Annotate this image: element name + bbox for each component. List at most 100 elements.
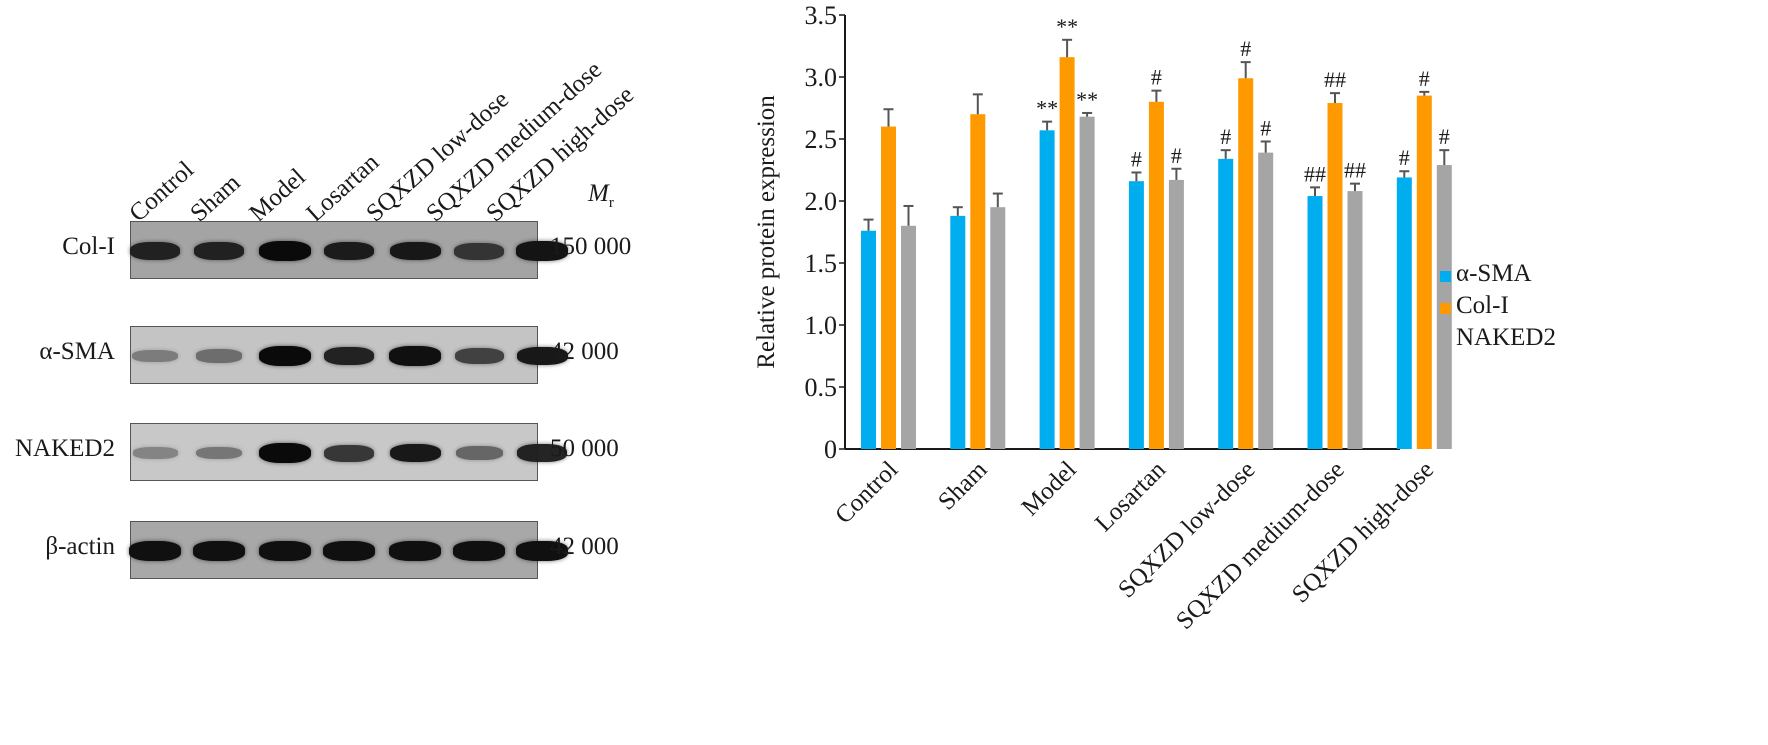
blot-band bbox=[454, 347, 504, 365]
blot-band bbox=[455, 446, 503, 460]
bar bbox=[901, 225, 916, 449]
bar bbox=[990, 207, 1006, 449]
y-tick-label: 2.0 bbox=[805, 187, 838, 216]
bar bbox=[970, 114, 986, 449]
significance-marker: ## bbox=[1344, 158, 1366, 183]
blot-band bbox=[389, 241, 441, 261]
bar bbox=[1168, 179, 1184, 450]
blot-band bbox=[389, 443, 441, 463]
bar bbox=[1148, 101, 1164, 450]
bar bbox=[881, 126, 896, 449]
bar bbox=[1347, 191, 1363, 449]
x-tick-label: Losartan bbox=[1090, 456, 1171, 537]
significance-marker: ## bbox=[1324, 67, 1346, 92]
y-tick-label: 0 bbox=[824, 435, 837, 464]
y-tick-label: 0.5 bbox=[805, 373, 838, 402]
legend-swatch bbox=[1440, 302, 1451, 314]
blot-band bbox=[259, 443, 311, 463]
blot-membrane bbox=[129, 521, 568, 579]
significance-marker: # bbox=[1419, 66, 1430, 91]
blot-band bbox=[196, 446, 242, 460]
blot-band bbox=[454, 242, 504, 260]
significance-marker: # bbox=[1240, 36, 1251, 61]
y-tick-label: 1.0 bbox=[805, 311, 838, 340]
blot-band bbox=[132, 447, 178, 459]
blot-membrane bbox=[130, 326, 568, 384]
molecular-weight-label: 42 000 bbox=[550, 338, 619, 365]
blot-band bbox=[324, 444, 374, 462]
bar bbox=[1039, 130, 1055, 449]
bar bbox=[1079, 116, 1095, 450]
molecular-weight-label: 42 000 bbox=[550, 533, 619, 560]
y-tick-label: 2.5 bbox=[805, 125, 838, 154]
blot-row: β-actin 42 000 bbox=[0, 521, 720, 581]
x-tick-label: Sham bbox=[933, 456, 993, 516]
bar bbox=[1307, 196, 1323, 449]
blot-row: α-SMA 42 000 bbox=[0, 326, 720, 386]
blot-band bbox=[129, 541, 181, 561]
bar bbox=[1416, 95, 1432, 449]
x-tick-label: SQXZD medium-dose bbox=[1171, 456, 1350, 635]
legend-swatch bbox=[1440, 334, 1451, 346]
protein-label: NAKED2 bbox=[15, 435, 115, 462]
molecular-weight-label: 50 000 bbox=[550, 435, 619, 462]
blot-band bbox=[259, 241, 311, 261]
x-tick-label: Model bbox=[1017, 456, 1082, 521]
blot-row: Col-I 150 000 bbox=[0, 221, 720, 281]
protein-label: α-SMA bbox=[39, 338, 115, 365]
legend-item: Col-I bbox=[1440, 290, 1556, 322]
y-tick-label: 1.5 bbox=[805, 249, 838, 278]
legend: α-SMA Col-I NAKED2 bbox=[1440, 258, 1556, 354]
western-blot-panel: Control Sham Model Losartan SQXZD low-dose SQ… bbox=[0, 0, 720, 745]
blot-band bbox=[323, 241, 375, 261]
significance-marker: ** bbox=[1056, 14, 1078, 39]
significance-marker: # bbox=[1151, 65, 1162, 90]
significance-marker: # bbox=[1131, 146, 1142, 171]
blot-band bbox=[453, 541, 505, 561]
legend-item: NAKED2 bbox=[1440, 322, 1556, 354]
significance-marker: # bbox=[1220, 124, 1231, 149]
blot-band bbox=[516, 443, 568, 463]
blot-row: NAKED2 50 000 bbox=[0, 423, 720, 483]
bar bbox=[1258, 152, 1274, 449]
blot-band bbox=[516, 241, 568, 261]
significance-marker: ** bbox=[1036, 96, 1058, 121]
blot-band bbox=[323, 346, 375, 366]
significance-marker: # bbox=[1171, 143, 1182, 168]
blot-band bbox=[193, 541, 245, 561]
legend-label: Col-I bbox=[1456, 292, 1509, 319]
legend-item: α-SMA bbox=[1440, 258, 1556, 290]
y-axis-label: Relative protein expression bbox=[753, 95, 780, 369]
significance-marker: ## bbox=[1304, 161, 1326, 186]
blot-membrane bbox=[130, 423, 568, 481]
protein-label: β-actin bbox=[45, 533, 115, 560]
blot-band bbox=[132, 349, 178, 363]
bar bbox=[1059, 57, 1075, 449]
bar bbox=[861, 230, 876, 449]
bar bbox=[1396, 177, 1412, 449]
significance-marker: ** bbox=[1076, 87, 1098, 112]
y-tick-label: 3.5 bbox=[805, 1, 838, 30]
molecular-weight-label: 150 000 bbox=[550, 233, 632, 260]
blot-band bbox=[323, 541, 375, 561]
blot-band bbox=[389, 346, 441, 366]
blot-band bbox=[195, 349, 243, 363]
significance-marker: # bbox=[1260, 115, 1271, 140]
bar bbox=[1128, 181, 1144, 449]
blot-membrane bbox=[129, 221, 568, 279]
blot-band bbox=[516, 346, 568, 366]
protein-label: Col-I bbox=[62, 233, 115, 260]
mr-label: Mr bbox=[588, 180, 614, 211]
bar bbox=[1238, 78, 1254, 450]
legend-label: α-SMA bbox=[1456, 260, 1532, 287]
blot-band bbox=[389, 541, 441, 561]
bar bbox=[950, 215, 966, 449]
blot-band bbox=[516, 541, 568, 561]
blot-band bbox=[193, 241, 245, 261]
significance-marker: # bbox=[1399, 145, 1410, 170]
bar bbox=[1327, 103, 1343, 449]
legend-label: NAKED2 bbox=[1456, 324, 1556, 351]
blot-band bbox=[129, 241, 181, 261]
blot-band bbox=[259, 541, 311, 561]
